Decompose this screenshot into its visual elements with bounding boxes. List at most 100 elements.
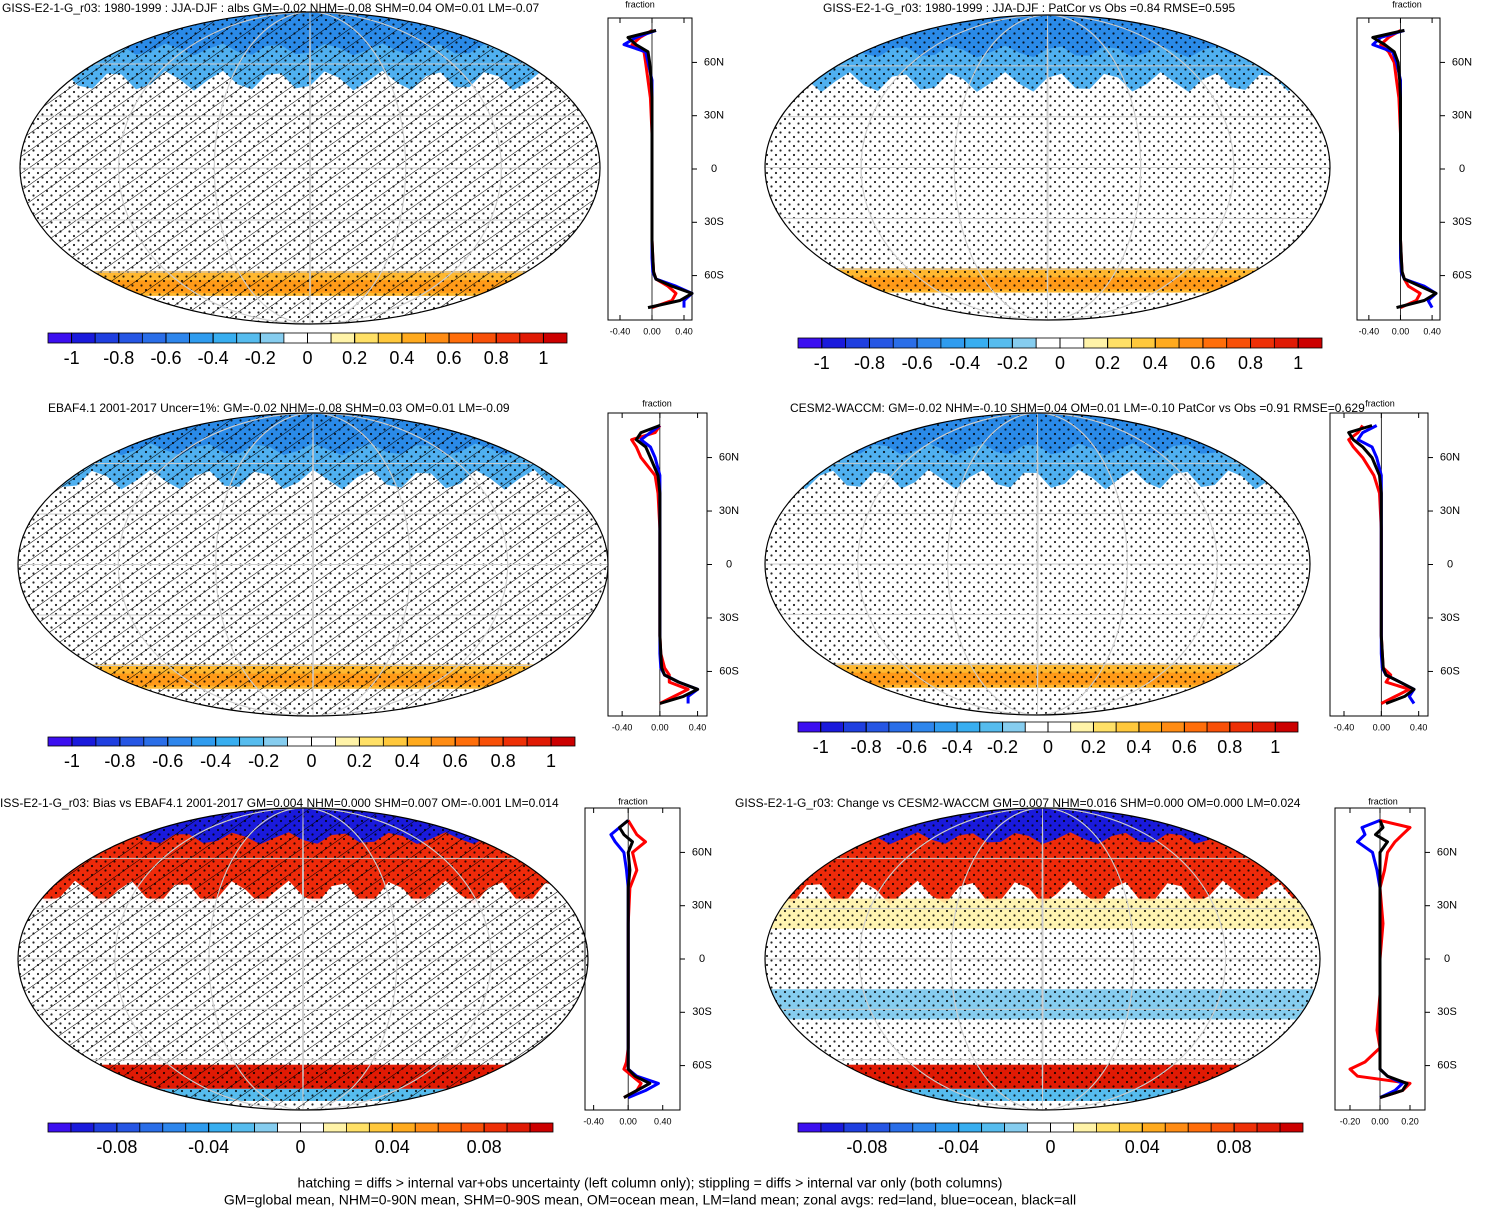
- colorbar-box: [543, 332, 568, 344]
- colorbar-box: [1206, 721, 1231, 733]
- colorbar-label: -0.4: [942, 737, 973, 757]
- colorbar-box: [239, 736, 264, 747]
- colorbar-box: [215, 736, 241, 747]
- colorbar-label: -0.2: [997, 353, 1028, 373]
- colorbar-label: -0.8: [854, 353, 885, 373]
- colorbar-box: [1011, 337, 1037, 349]
- colorbar-label: 0.2: [1095, 353, 1120, 373]
- colorbar-box: [483, 1122, 508, 1133]
- colorbar-label: 0.6: [437, 348, 462, 368]
- colorbar-box: [1027, 1122, 1051, 1133]
- colorbar-box: [1202, 337, 1228, 349]
- colorbar-box: [1035, 337, 1061, 349]
- colorbar-box: [287, 736, 312, 747]
- colorbar-box: [988, 337, 1013, 349]
- zonal-line: [618, 819, 652, 1099]
- colorbar-label: -0.6: [896, 737, 927, 757]
- colorbar-box: [981, 1122, 1005, 1133]
- colorbar-box: [165, 332, 190, 344]
- x-tick-label: -0.20: [1340, 1116, 1361, 1126]
- y-tick-label: 0: [711, 163, 717, 175]
- colorbar-box: [478, 736, 504, 747]
- colorbar-label: -0.08: [846, 1137, 887, 1157]
- colorbar-box: [1226, 337, 1251, 349]
- x-tick-label: 0.00: [1373, 722, 1391, 732]
- y-tick-label: 30N: [1437, 900, 1457, 912]
- y-tick-label: 30S: [704, 216, 724, 228]
- panel-title: CESM2-WACCM: GM=-0.02 NHM=-0.10 SHM=0.04…: [790, 401, 1365, 415]
- map-border: [764, 807, 1321, 1111]
- colorbar-label: -1: [64, 751, 80, 771]
- colorbar-label: 0.4: [395, 751, 420, 771]
- y-tick-label: 30S: [719, 612, 739, 624]
- colorbar-label: 1: [538, 348, 548, 368]
- colorbar-box: [472, 332, 497, 344]
- colorbar-box: [1002, 721, 1026, 733]
- map: [765, 413, 1310, 715]
- colorbar-box: [933, 721, 958, 733]
- colorbar-label: 0.04: [1125, 1137, 1160, 1157]
- colorbar-box: [208, 1122, 233, 1133]
- colorbar-box: [70, 1122, 95, 1133]
- y-tick-label: 30N: [1452, 110, 1472, 122]
- map: [765, 808, 1320, 1110]
- panel-title: ISS-E2-1-G_r03: Bias vs EBAF4.1 2001-201…: [0, 796, 559, 810]
- graticule: [1036, 413, 1039, 715]
- colorbar-box: [529, 1122, 554, 1133]
- colorbar-box: [277, 1122, 301, 1133]
- graticule: [213, 12, 407, 324]
- colorbar-label: -0.04: [188, 1137, 229, 1157]
- colorbar-label: 1: [1293, 353, 1303, 373]
- y-tick-label: 60S: [1440, 665, 1460, 677]
- graticule: [302, 808, 304, 1110]
- colorbar-box: [1274, 721, 1299, 733]
- graticule: [117, 413, 509, 716]
- colorbar-label: 0.6: [1172, 737, 1197, 757]
- colorbar-box: [888, 721, 913, 733]
- colorbar-box: [406, 736, 432, 747]
- colorbar-box: [47, 736, 73, 747]
- colorbar-label: 0: [306, 751, 316, 771]
- colorbar-box: [454, 736, 480, 747]
- colorbar-label: 0.8: [491, 751, 516, 771]
- colorbar-box: [866, 1122, 891, 1133]
- colorbar-box: [47, 1122, 72, 1133]
- colorbar-box: [820, 721, 844, 733]
- colorbar-box: [139, 1122, 164, 1133]
- colorbar-label: 0.2: [342, 348, 367, 368]
- map-border: [19, 11, 601, 325]
- colorbar-box: [236, 332, 261, 344]
- colorbar-box: [797, 337, 823, 349]
- colorbar-box: [1187, 1122, 1212, 1133]
- x-tick-label: 0.00: [619, 1116, 637, 1126]
- colorbar-label: -1: [64, 348, 80, 368]
- colorbar-label: 0.08: [1217, 1137, 1252, 1157]
- colorbar-label: -0.8: [104, 751, 135, 771]
- colorbar-label: 0.8: [1217, 737, 1242, 757]
- colorbar-label: -0.2: [248, 751, 279, 771]
- zonal-line: [1371, 28, 1438, 310]
- colorbar-box: [1024, 721, 1049, 733]
- colorbar-box: [1059, 337, 1085, 349]
- y-tick-label: 60N: [1440, 451, 1460, 463]
- colorbar-box: [1115, 721, 1140, 733]
- graticule: [208, 808, 398, 1110]
- colorbar-label: -0.2: [987, 737, 1018, 757]
- colorbar-box: [437, 1122, 462, 1133]
- y-tick-label: 60S: [704, 269, 724, 281]
- y-tick-label: 0: [699, 953, 705, 965]
- colorbar-box: [519, 332, 544, 344]
- x-tick-label: 0.40: [675, 326, 693, 336]
- y-tick-label: 30N: [692, 900, 712, 912]
- colorbar-box: [47, 332, 72, 344]
- colorbar-box: [935, 1122, 960, 1133]
- colorbar-box: [1141, 1122, 1166, 1133]
- colorbar-box: [1229, 721, 1253, 733]
- colorbar-label: -0.8: [103, 348, 134, 368]
- colorbar-box: [323, 1122, 347, 1133]
- x-tick-label: 0.40: [689, 722, 707, 732]
- caption: GM=global mean, NHM=0-90N mean, SHM=0-90…: [224, 1192, 1076, 1208]
- colorbar-box: [1252, 721, 1276, 733]
- graticule: [114, 808, 492, 1110]
- panel-title: GISS-E2-1-G_r03: Change vs CESM2-WACCM G…: [735, 796, 1301, 810]
